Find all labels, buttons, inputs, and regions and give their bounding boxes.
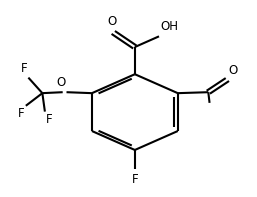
Text: O: O [56, 76, 65, 89]
Text: O: O [107, 15, 117, 28]
Text: F: F [21, 62, 27, 75]
Text: F: F [18, 107, 25, 120]
Text: O: O [229, 64, 238, 77]
Text: F: F [46, 113, 53, 126]
Text: OH: OH [160, 20, 178, 33]
Text: F: F [132, 173, 138, 186]
